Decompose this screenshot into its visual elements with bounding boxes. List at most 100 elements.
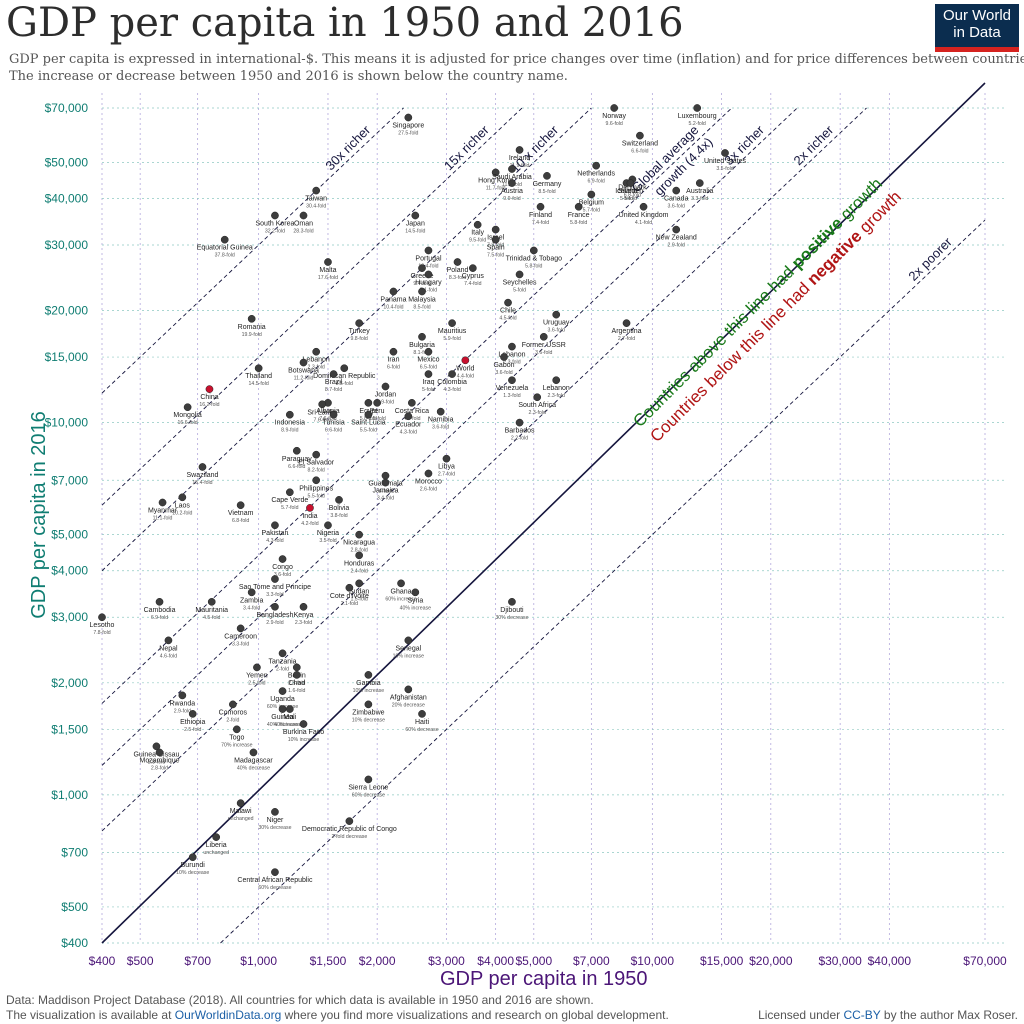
point-label: Cameroon — [224, 633, 257, 640]
point-change-label: 9.8-fold — [350, 336, 367, 342]
data-point — [205, 385, 214, 393]
point-label: Germany — [533, 181, 562, 188]
x-tick-label: $40,000 — [868, 954, 912, 968]
point-label: Equatorial Guinea — [197, 245, 253, 252]
point-change-label: 28.3-fold — [293, 229, 313, 235]
point-label: Kenya — [294, 612, 314, 619]
point-change-label: 8.5-fold — [413, 304, 430, 310]
point-change-label: 5.9-fold — [443, 336, 460, 342]
point-change-label: 7.6-fold — [314, 417, 331, 423]
point-change-label: 7.5-fold — [487, 253, 504, 259]
data-point — [543, 172, 551, 180]
point-label: Swaziland — [187, 472, 219, 479]
point-change-label: 6.6-fold — [325, 428, 342, 434]
point-label: Sri Lanka — [307, 409, 337, 416]
point-change-label: 2-fold decrease — [331, 834, 367, 840]
data-point — [271, 521, 279, 530]
data-point — [198, 463, 207, 471]
x-axis-ticks: $400 $500 $700 $1,000 $1,500 $2,000 $3,000 $4,0… — [89, 954, 1007, 968]
data-point — [271, 211, 279, 220]
point-label: Taiwan — [305, 196, 327, 203]
point-change-label: 4.4-fold — [457, 373, 474, 379]
point-label: Democratic Republic of Congo — [302, 826, 397, 833]
point-label: Hong Kong — [478, 177, 513, 184]
point-change-label: 3.6-fold — [548, 328, 565, 334]
point-change-label: 7.4-fold — [532, 220, 549, 226]
point-label: India — [302, 513, 317, 520]
data-point — [508, 342, 516, 351]
cc-by-link[interactable]: CC-BY — [843, 1008, 881, 1022]
point-change-label: 11.7-fold — [486, 185, 506, 191]
point-label: Malaysia — [408, 296, 436, 303]
point-change-label: 32.2-fold — [265, 229, 285, 235]
point-label: Romania — [238, 324, 266, 331]
point-label: Colombia — [437, 379, 467, 386]
point-change-label: 6.9-fold — [151, 615, 168, 621]
data-point — [324, 258, 332, 266]
point-label: Bolivia — [329, 505, 350, 512]
data-point — [178, 493, 187, 502]
point-change-label: 3.4-fold — [377, 496, 394, 502]
data-point — [155, 597, 164, 606]
point-label: Uganda — [270, 696, 295, 703]
point-change-label: 2.7-fold — [438, 472, 455, 478]
point-label: China — [200, 394, 218, 401]
point-change-label: 1.6-fold — [288, 688, 305, 694]
point-label: Ethiopia — [180, 719, 205, 726]
point-change-label: 2.6-fold — [420, 486, 437, 492]
data-point — [491, 235, 500, 244]
page-title: GDP per capita in 1950 and 2016 — [6, 0, 684, 46]
point-label: World — [456, 365, 474, 372]
point-label: New Zealand — [656, 235, 697, 242]
point-label: Former USSR — [522, 342, 566, 349]
point-change-label: 14.5-fold — [249, 381, 269, 387]
point-label: Cape Verde — [271, 497, 308, 504]
point-change-label: 14.5-fold — [405, 229, 425, 235]
y-tick-label: $1,500 — [51, 722, 88, 736]
point-change-label: 3.5-fold — [716, 166, 733, 172]
point-label: Ireland — [509, 155, 531, 162]
point-label: Malta — [319, 267, 336, 274]
data-point — [232, 725, 241, 734]
point-change-label: 19.9-fold — [242, 332, 262, 338]
data-point — [318, 400, 327, 409]
y-tick-label: $15,000 — [45, 350, 89, 364]
point-label: Cambodia — [144, 607, 176, 614]
point-change-label: 2.3-fold — [548, 393, 565, 399]
point-change-label: 5.8-fold — [525, 263, 542, 269]
data-point — [312, 186, 321, 195]
data-point — [693, 104, 702, 112]
growth-line — [101, 107, 733, 704]
data-point — [473, 220, 482, 229]
point-label: Cote d'Ivoire — [330, 593, 369, 600]
data-point — [271, 868, 279, 876]
owid-link[interactable]: OurWorldinData.org — [174, 1008, 282, 1022]
point-change-label: 10% decrease — [176, 870, 209, 876]
data-point — [389, 287, 398, 296]
point-label: Vietnam — [228, 510, 254, 517]
point-label: Hungary — [415, 279, 442, 286]
data-point — [312, 347, 321, 356]
point-change-label: 6.9-fold — [587, 179, 604, 185]
point-label: Sweden — [618, 188, 643, 195]
point-label: Mauritania — [195, 607, 228, 614]
point-change-label: 10.2-fold — [172, 510, 192, 516]
point-label: Oman — [294, 221, 313, 228]
owid-logo[interactable]: Our World in Data — [935, 4, 1019, 52]
data-point — [364, 700, 373, 709]
data-point — [285, 488, 294, 497]
point-change-label: 6-fold — [387, 365, 400, 371]
data-point — [436, 407, 445, 416]
point-change-label: 3.5-fold — [369, 416, 386, 422]
point-change-label: 2.8-fold — [148, 759, 165, 765]
point-label: Guinea — [271, 714, 294, 721]
data-point — [178, 691, 187, 700]
x-tick-label: $700 — [184, 954, 211, 968]
data-point — [626, 179, 635, 187]
point-label: Haiti — [415, 719, 429, 726]
point-label: Malawi — [230, 808, 252, 815]
growth-line — [101, 107, 798, 766]
data-point — [183, 403, 192, 412]
point-change-label: 2.8-fold — [350, 548, 367, 554]
point-label: Botswana — [288, 368, 319, 375]
